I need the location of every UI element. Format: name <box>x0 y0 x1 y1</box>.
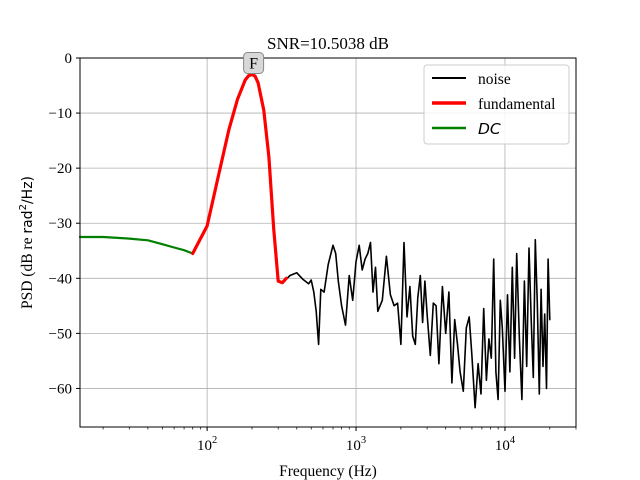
legend: noise fundamental DC <box>423 64 570 145</box>
chart-title: SNR=10.5038 dB <box>267 34 389 53</box>
series-line-noise <box>283 238 551 409</box>
plot-frame <box>79 57 577 428</box>
fundamental-annotation: F <box>243 52 265 74</box>
y-tick-label: −60 <box>49 381 72 397</box>
legend-label-fundamental: fundamental <box>478 96 555 113</box>
y-tick-label: −10 <box>49 106 72 122</box>
x-axis-ticks: 102 103 104 <box>102 427 577 454</box>
series-line-fundamental <box>191 72 288 285</box>
annotation-box <box>243 52 265 74</box>
series-line-dc <box>78 235 194 255</box>
y-axis-ticks: 0 −10 −20 −30 −40 −50 −60 <box>49 51 80 397</box>
x-tick-label: 104 <box>495 435 516 454</box>
y-tick-label: −30 <box>49 216 72 232</box>
annotation-label: F <box>249 56 258 73</box>
y-tick-label: −50 <box>49 326 72 342</box>
x-axis-label: Frequency (Hz) <box>279 463 377 480</box>
legend-box <box>423 64 570 145</box>
series-layer <box>78 72 551 409</box>
x-tick-label: 102 <box>197 435 217 454</box>
y-tick-label: 0 <box>65 51 73 67</box>
legend-label-noise: noise <box>478 71 511 88</box>
y-tick-label: −20 <box>49 161 72 177</box>
x-tick-label: 103 <box>346 435 366 454</box>
legend-label-dc: DC <box>478 120 501 138</box>
y-tick-label: −40 <box>49 271 72 287</box>
y-axis-label: PSD (dB re rad2/Hz) <box>18 176 36 309</box>
